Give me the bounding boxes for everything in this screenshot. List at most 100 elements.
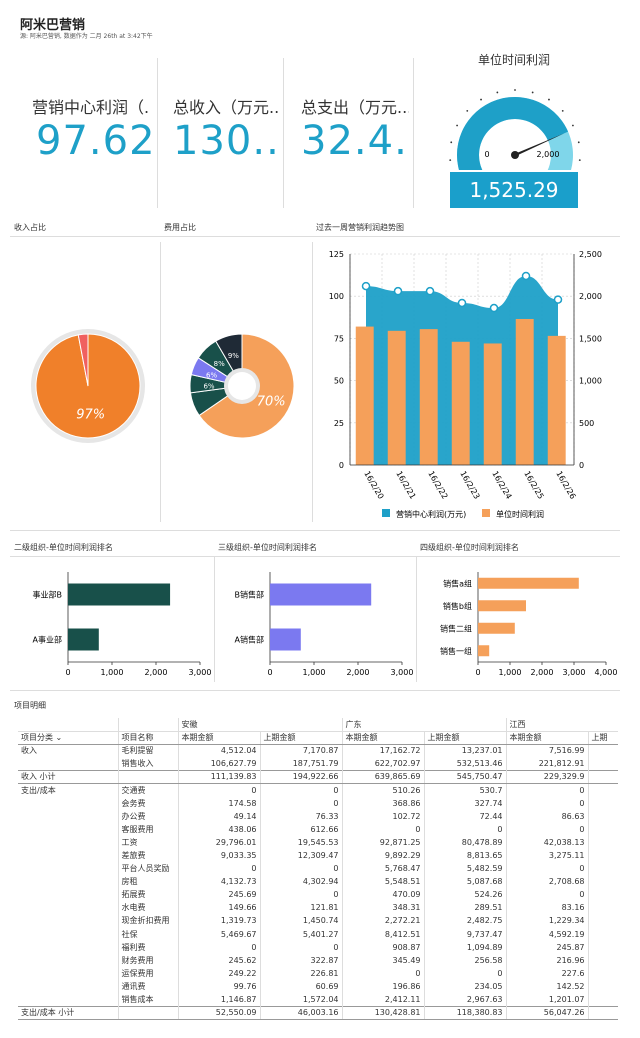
category-cell [18,849,118,862]
category-cell [18,928,118,941]
amount-cell: 12,309.47 [259,848,342,863]
category-cell [18,810,118,823]
amount-cell: 72.44 [423,809,506,823]
amount-cell [587,744,618,758]
gauge-needle [512,133,565,155]
amount-cell [587,888,618,902]
rank3-chart: 0 1,000 2,000 3,000 B销售部 A销售部 [235,572,413,677]
pie-slice-label: 6% [203,383,214,391]
detail-table-container[interactable]: 安徽 广东 江西 项目分类 ⌄ 项目名称 本期金额 上期金额 本期金额 上期金额 本期金额 上期 收入… [18,718,618,1034]
rank-bar [68,583,171,606]
amount-cell: 545,750.47 [423,769,506,784]
amount-cell: 0 [341,822,424,836]
amount-cell: 216.96 [505,953,588,967]
amount-cell: 0 [177,783,260,797]
table-row: 财务费用 245.62 322.87 345.49 256.58 216.96 [18,953,618,967]
category-cell [18,757,118,770]
amount-cell: 9,737.47 [423,927,506,941]
rank-category-label: 销售b组 [443,601,472,611]
item-name-cell: 平台人员奖励 [117,862,178,876]
amount-cell [587,848,618,863]
category-cell [18,993,118,1006]
x-tick-label: 16/2/25 [522,470,545,501]
amount-cell [587,927,618,941]
table-row: 福利费 0 0 908.87 1,094.89 245.87 [18,940,618,954]
detail-table: 安徽 广东 江西 项目分类 ⌄ 项目名称 本期金额 上期金额 本期金额 上期金额 本期金额 上期 收入… [18,718,618,1020]
amount-cell [587,940,618,954]
amount-cell: 9,892.29 [341,848,424,863]
amount-cell: 256.58 [423,953,506,967]
rank-bar [478,645,490,657]
gauge-min-label: 0 [484,150,489,159]
trend-bar [547,335,566,465]
x-tick-label: 0 [475,668,480,677]
amount-cell: 1,146.87 [177,992,260,1007]
gauge-tick [480,98,482,101]
y-left-tick-label: 125 [329,250,344,259]
item-name-cell [117,769,178,784]
amount-cell: 9,033.35 [177,848,260,863]
amount-cell: 76.33 [259,809,342,823]
category-cell [18,967,118,980]
amount-cell: 60.69 [259,979,342,993]
amount-cell: 0 [505,862,588,876]
item-name-cell: 水电费 [117,901,178,915]
x-tick-label: 1,000 [101,668,124,677]
category-cell [18,823,118,836]
trend-point [393,286,403,296]
table-row: 支出/成本 交通费 0 0 510.26 530.7 0 [18,783,618,797]
amount-cell [587,835,618,849]
amount-cell: 510.26 [341,783,424,797]
amount-cell: 0 [259,862,342,876]
x-tick-label: 16/2/23 [458,470,481,501]
amount-cell: 56,047.26 [505,1005,588,1020]
category-column-header[interactable]: 项目分类 ⌄ [18,730,118,745]
amount-cell: 174.58 [177,796,260,810]
amount-cell: 196.86 [341,979,424,993]
x-tick-label: 16/2/22 [426,470,449,501]
expense-ratio-title: 费用占比 [164,223,196,232]
gauge-needle-hub [511,151,519,159]
y-right-tick-label: 0 [579,461,584,470]
pie-slice-label: 9% [228,352,239,360]
category-cell [18,914,118,927]
amount-cell: 102.72 [341,809,424,823]
x-tick-label: 0 [267,668,272,677]
amount-cell: 149.66 [177,901,260,915]
region-header: 江西 [505,718,618,732]
amount-cell: 142.52 [505,979,588,993]
table-row: 差旅费 9,033.35 12,309.47 9,892.29 8,813.65 3,27… [18,848,618,863]
item-name-cell: 拓展费 [117,888,178,902]
amount-cell: 5,482.59 [423,862,506,876]
amount-cell: 221,812.91 [505,757,588,771]
amount-cell: 3,275.11 [505,848,588,863]
amount-cell: 1,450.74 [259,914,342,928]
amount-cell: 121.81 [259,901,342,915]
amount-cell: 111,139.83 [177,769,260,784]
table-header-row: 项目分类 ⌄ 项目名称 本期金额 上期金额 本期金额 上期金额 本期金额 上期 [18,730,618,745]
page-subtitle: 源: 阿米巴营销, 数据作为 二月 26th at 3:42下午 [20,33,153,40]
pie-slice-label: 6% [206,371,217,379]
subtotal-row: 支出/成本 小计 52,550.09 46,003.16 130,428.81 118,… [18,1005,618,1020]
item-name-cell: 毛利提留 [117,744,178,758]
trend-point [553,295,563,304]
table-row: 销售收入 106,627.79 187,751.79 622,702.97 532,51… [18,757,618,771]
category-cell [18,797,118,810]
amount-cell [587,901,618,915]
trend-bar [419,329,438,465]
amount-cell: 0 [259,783,342,797]
kpi-expense-label: 总支出（万元... [301,98,409,117]
amount-cell: 29,796.01 [177,835,260,849]
item-name-cell: 福利费 [117,940,178,954]
legend-label: 营销中心利润(万元) [396,509,466,519]
table-row: 工资 29,796.01 19,545.53 92,871.25 80,478.89 42… [18,835,618,849]
item-name-cell: 办公费 [117,809,178,823]
amount-cell: 83.16 [505,901,588,915]
amount-cell [587,862,618,876]
amount-cell: 5,401.27 [259,927,342,941]
trend-point [457,298,467,308]
gauge-tick [578,159,581,161]
amount-cell: 348.31 [341,901,424,915]
amount-cell: 4,592.19 [505,927,588,941]
